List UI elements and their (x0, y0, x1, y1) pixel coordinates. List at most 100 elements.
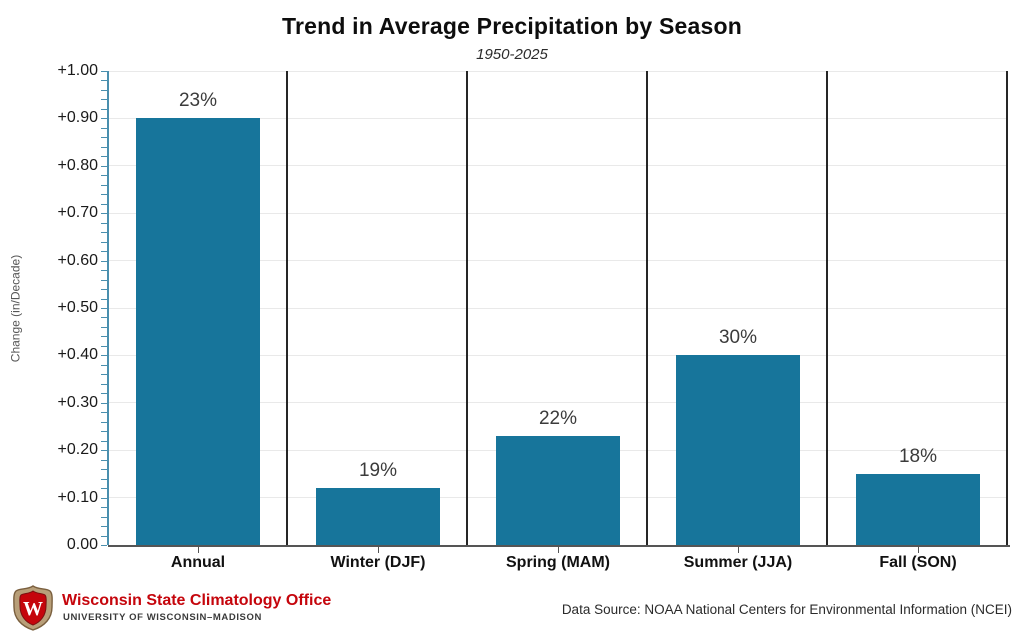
y-axis-minor-tick (101, 431, 107, 433)
y-tick-label: +0.80 (57, 156, 98, 174)
bar-spring-mam (496, 435, 620, 545)
y-axis-minor-tick (101, 213, 107, 215)
y-axis-minor-tick (101, 364, 107, 366)
y-axis-minor-tick (101, 374, 107, 376)
panel-divider (826, 71, 828, 545)
y-tick-label: +0.90 (57, 109, 98, 127)
y-axis-minor-tick (101, 80, 107, 82)
y-axis-minor-tick (101, 99, 107, 101)
y-axis-minor-tick (101, 222, 107, 224)
y-axis-minor-tick (101, 497, 107, 499)
y-axis-minor-tick (101, 526, 107, 528)
bar-value-label: 19% (358, 460, 398, 482)
footer-data-source: Data Source: NOAA National Centers for E… (561, 602, 1012, 617)
y-axis-minor-tick (101, 478, 107, 480)
y-axis-minor-tick (101, 459, 107, 461)
y-axis-minor-tick (101, 336, 107, 338)
gridline (108, 212, 1008, 214)
y-axis-line (107, 71, 109, 545)
y-axis-minor-tick (101, 308, 107, 309)
bar-value-label: 23% (178, 90, 218, 112)
x-axis-tick (378, 547, 379, 553)
bar-value-label: 30% (718, 327, 758, 349)
y-tick-label: +0.10 (57, 488, 98, 506)
bar-value-label: 22% (538, 407, 578, 429)
y-tick-label: +0.40 (57, 346, 98, 364)
panel-divider (646, 71, 648, 545)
panel-divider (286, 71, 288, 545)
y-axis-minor-tick (101, 516, 107, 518)
y-axis-minor-tick (101, 156, 107, 158)
y-tick-label: 0.00 (66, 536, 98, 553)
y-axis-minor-tick (101, 355, 107, 357)
y-axis-minor-tick (101, 289, 107, 291)
y-axis-minor-tick (101, 203, 107, 205)
bar-winter-djf (316, 488, 440, 545)
y-axis-minor-tick (101, 137, 107, 139)
y-axis-minor-tick (101, 535, 107, 537)
y-axis-minor-tick (101, 146, 107, 148)
y-axis-minor-tick (101, 402, 107, 404)
crest-w-letter: W (23, 598, 43, 620)
x-axis-line (108, 545, 1010, 547)
y-axis-minor-tick (101, 393, 107, 395)
bar-value-label: 18% (898, 445, 938, 467)
x-axis-label: Winter (DJF) (330, 554, 426, 571)
y-axis-minor-tick (101, 326, 107, 328)
crest-shield (19, 590, 47, 626)
y-axis-minor-tick (101, 383, 107, 385)
y-axis-minor-tick (101, 184, 107, 186)
x-axis-label: Spring (MAM) (506, 554, 610, 571)
bar-fall-son (856, 473, 980, 545)
gridline (108, 117, 1008, 119)
y-axis-minor-tick (101, 317, 107, 319)
y-axis-minor-tick (101, 270, 107, 272)
y-axis-minor-tick (101, 279, 107, 281)
y-tick-label: +0.70 (57, 204, 98, 222)
y-axis-minor-tick (101, 421, 107, 423)
gridline (108, 70, 1008, 72)
gridline (108, 165, 1008, 167)
y-axis-minor-tick (101, 175, 107, 177)
footer-org-subname: UNIVERSITY OF WISCONSIN–MADISON (63, 612, 262, 623)
uw-crest-logo: W (13, 585, 53, 631)
y-axis-minor-tick (101, 127, 107, 129)
x-axis-tick (738, 547, 739, 553)
x-axis-tick (558, 547, 559, 553)
y-axis-minor-tick (101, 412, 107, 414)
y-axis-minor-tick (101, 108, 107, 110)
x-axis-tick (198, 547, 199, 553)
y-axis-minor-tick (101, 232, 107, 234)
bar-annual (136, 118, 260, 545)
y-tick-label: +0.20 (57, 441, 98, 459)
y-axis-minor-tick (101, 298, 107, 300)
footer-org-name: Wisconsin State Climatology Office (62, 592, 332, 609)
y-axis-minor-tick (101, 241, 107, 243)
y-axis-minor-tick (101, 507, 107, 509)
y-tick-label: +0.30 (57, 393, 98, 411)
y-tick-label: +0.60 (57, 251, 98, 269)
gridline (108, 402, 1008, 404)
y-tick-label: +1.00 (57, 62, 98, 79)
bar-summer-jja (676, 355, 800, 545)
panel-divider (466, 71, 468, 545)
gridline (108, 260, 1008, 262)
gridline (108, 354, 1008, 356)
y-tick-label: +0.50 (57, 299, 98, 316)
x-axis-label: Annual (170, 554, 226, 571)
gridline (108, 307, 1008, 309)
x-axis-label: Fall (SON) (879, 554, 957, 571)
y-axis-minor-tick (101, 260, 107, 262)
y-axis-minor-tick (101, 194, 107, 196)
y-axis-minor-tick (101, 251, 107, 253)
chart-subtitle: 1950-2025 (476, 46, 548, 63)
chart-title: Trend in Average Precipitation by Season (281, 13, 743, 39)
y-axis-minor-tick (101, 488, 107, 490)
y-axis-minor-tick (101, 89, 107, 91)
x-axis-label: Summer (JJA) (683, 554, 793, 571)
x-axis-tick (918, 547, 919, 553)
y-axis-minor-tick (101, 469, 107, 471)
y-axis-minor-tick (101, 165, 107, 167)
